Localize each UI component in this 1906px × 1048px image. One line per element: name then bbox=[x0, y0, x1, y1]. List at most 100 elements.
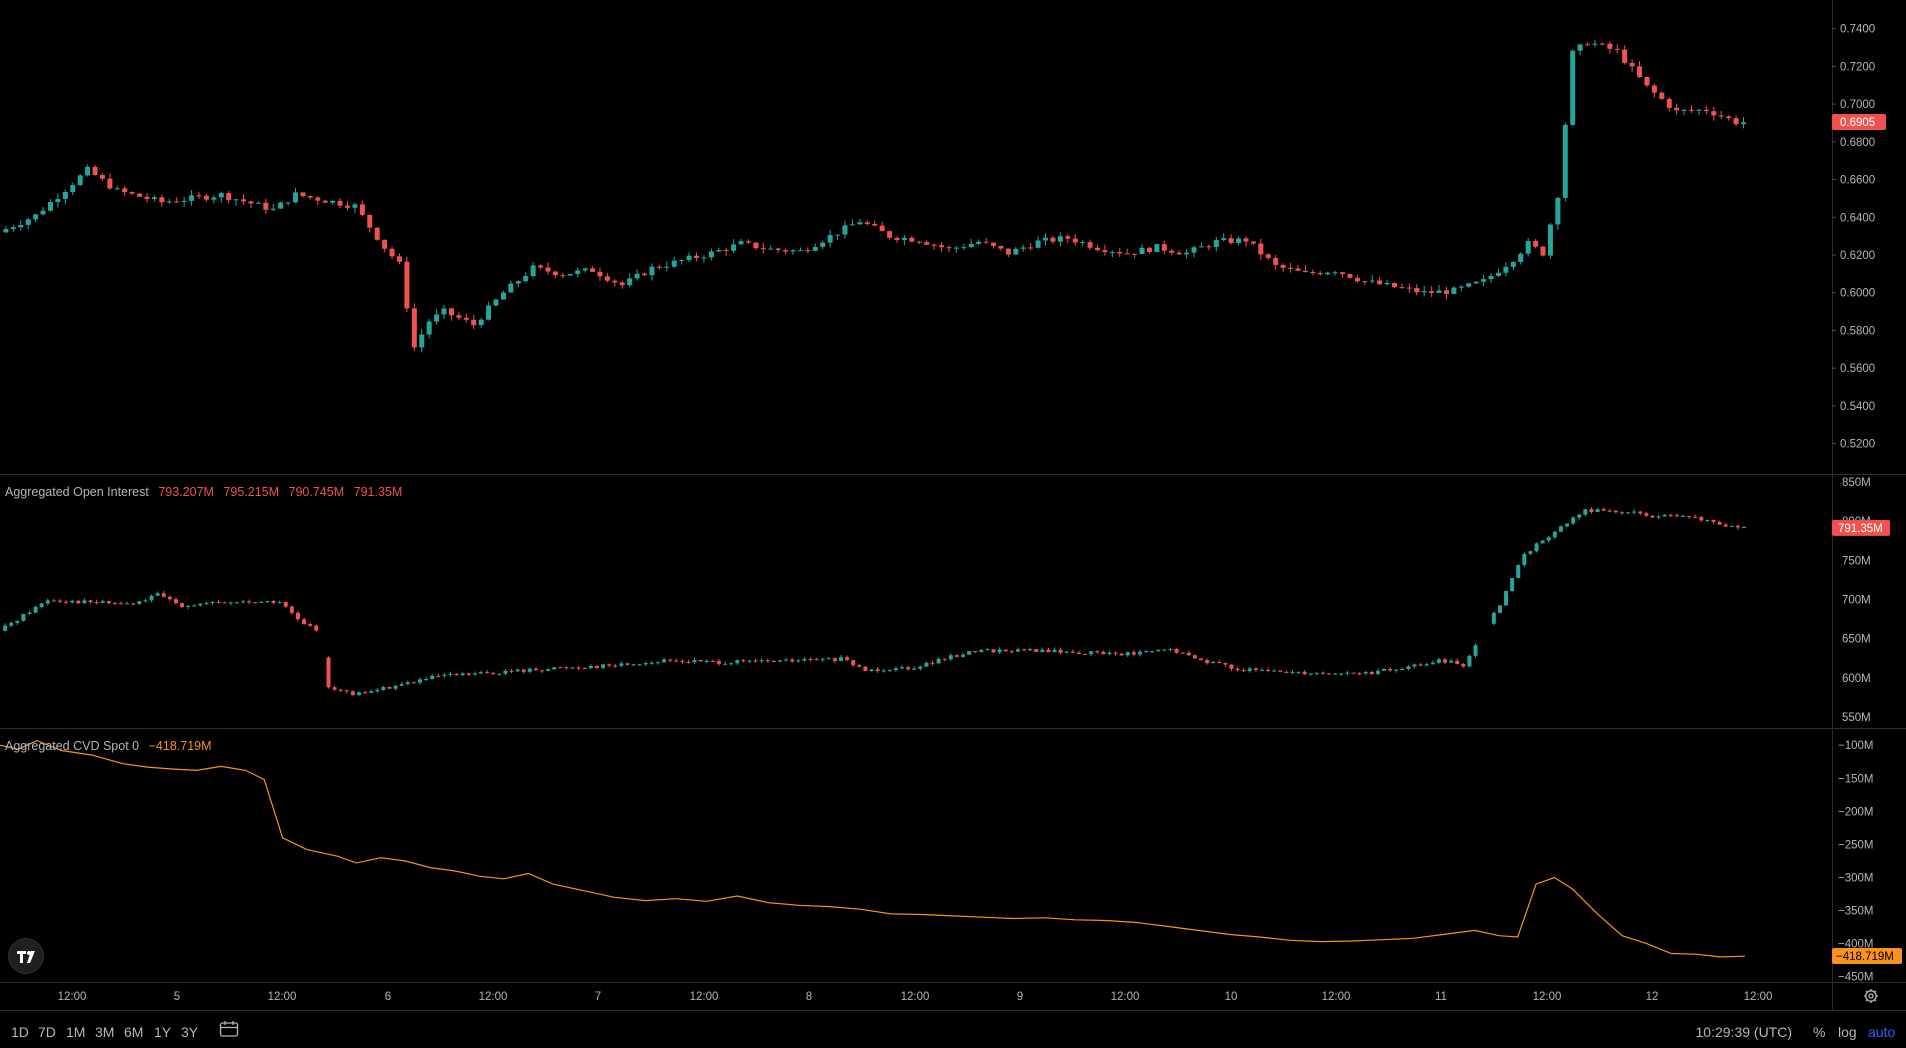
price-candle bbox=[359, 200, 365, 217]
oi-candle bbox=[1302, 670, 1307, 675]
oi-body bbox=[942, 658, 947, 660]
oi-body bbox=[1595, 509, 1600, 513]
price-candle bbox=[1689, 105, 1695, 114]
candle-body bbox=[396, 256, 402, 262]
timeframe-6m-button[interactable]: 6M bbox=[124, 1024, 144, 1040]
price-candle bbox=[1295, 265, 1301, 271]
timeframe-1y-button[interactable]: 1Y bbox=[154, 1024, 172, 1040]
oi-candle bbox=[784, 657, 789, 662]
price-candle bbox=[916, 240, 922, 245]
candle-body bbox=[1191, 247, 1197, 253]
oi-body bbox=[33, 607, 38, 613]
price-candle bbox=[270, 203, 276, 212]
cvd-tick-label: −150M bbox=[1838, 773, 1873, 785]
oi-candle bbox=[558, 666, 563, 669]
oi-candle bbox=[125, 601, 130, 605]
timeframe-1m-button[interactable]: 1M bbox=[66, 1024, 86, 1040]
timeframe-7d-button[interactable]: 7D bbox=[38, 1024, 56, 1040]
utc-clock[interactable]: 10:29:39 (UTC) bbox=[1695, 1024, 1792, 1040]
oi-body bbox=[1388, 668, 1393, 671]
candle-body bbox=[508, 283, 514, 293]
oi-body bbox=[70, 600, 75, 603]
price-candle bbox=[367, 214, 373, 233]
oi-body bbox=[1418, 664, 1423, 666]
candle-body bbox=[590, 268, 596, 272]
oi-candle bbox=[668, 659, 673, 663]
timeframe-1d-button[interactable]: 1D bbox=[11, 1024, 29, 1040]
oi-candle bbox=[936, 657, 941, 664]
candle-body bbox=[77, 175, 83, 186]
candle-body bbox=[538, 265, 544, 268]
price-tick-label: 0.5600 bbox=[1840, 363, 1875, 375]
oi-body bbox=[363, 692, 368, 694]
candle-body bbox=[300, 192, 306, 197]
oi-candle bbox=[387, 686, 392, 689]
candle-body bbox=[144, 196, 150, 199]
candle-body bbox=[1443, 290, 1449, 294]
oi-body bbox=[1040, 649, 1045, 652]
oi-candle bbox=[533, 667, 538, 671]
oi-tick-label: 750M bbox=[1842, 555, 1871, 567]
oi-candle bbox=[954, 654, 959, 658]
oi-candle bbox=[234, 601, 239, 604]
oi-body bbox=[283, 602, 288, 607]
oi-candle bbox=[222, 601, 227, 604]
oi-body bbox=[167, 596, 172, 600]
oi-body bbox=[1406, 666, 1411, 669]
oi-candle bbox=[1473, 643, 1478, 658]
candle-body bbox=[270, 208, 276, 210]
auto-scale-toggle[interactable]: auto bbox=[1868, 1024, 1896, 1040]
candle-body bbox=[835, 234, 841, 236]
oi-candle bbox=[460, 672, 465, 676]
price-candle bbox=[1169, 249, 1175, 256]
oi-candle bbox=[1729, 525, 1734, 527]
candle-body bbox=[1154, 244, 1160, 253]
log-scale-toggle[interactable]: log bbox=[1838, 1024, 1857, 1040]
price-candle bbox=[1421, 285, 1427, 297]
oi-body bbox=[765, 660, 770, 662]
goto-date-calendar-icon[interactable] bbox=[219, 1020, 239, 1038]
oi-body bbox=[515, 669, 520, 672]
oi-body bbox=[1345, 672, 1350, 674]
oi-candle bbox=[1095, 650, 1100, 654]
oi-candle bbox=[1723, 522, 1728, 528]
oi-body bbox=[753, 660, 758, 662]
tradingview-logo[interactable] bbox=[8, 938, 44, 974]
oi-body bbox=[997, 649, 1002, 653]
oi-candle bbox=[832, 657, 837, 664]
price-candle bbox=[567, 273, 573, 276]
price-candle bbox=[1332, 270, 1338, 276]
price-candle bbox=[1614, 44, 1620, 54]
settings-gear-icon[interactable] bbox=[1863, 988, 1879, 1004]
price-candle bbox=[307, 195, 313, 200]
price-candle bbox=[812, 243, 818, 252]
candle-body bbox=[1250, 241, 1256, 244]
price-candle bbox=[1340, 271, 1346, 278]
oi-body bbox=[1400, 668, 1405, 670]
candle-body bbox=[1466, 283, 1472, 287]
cvd-last-badge bbox=[1832, 948, 1902, 965]
oi-body bbox=[936, 658, 941, 664]
timeframe-3y-button[interactable]: 3Y bbox=[181, 1024, 199, 1040]
price-tick-label: 0.5200 bbox=[1840, 439, 1875, 451]
oi-candle bbox=[1369, 670, 1374, 675]
oi-body bbox=[777, 660, 782, 662]
oi-body bbox=[137, 601, 142, 604]
oi-candle bbox=[1430, 660, 1435, 665]
oi-body bbox=[1497, 605, 1502, 613]
candle-body bbox=[40, 210, 46, 215]
oi-candle bbox=[1540, 539, 1545, 544]
timeframe-3m-button[interactable]: 3M bbox=[95, 1024, 115, 1040]
oi-body bbox=[564, 667, 569, 669]
oi-candle bbox=[295, 610, 300, 622]
candle-body bbox=[523, 276, 529, 282]
candle-body bbox=[968, 243, 974, 248]
candle-body bbox=[708, 251, 714, 258]
oi-body bbox=[1589, 509, 1594, 513]
candle-body bbox=[1288, 267, 1294, 269]
percent-scale-toggle[interactable]: % bbox=[1813, 1024, 1826, 1040]
oi-body bbox=[802, 659, 807, 661]
price-candle bbox=[203, 193, 209, 202]
price-candle bbox=[1057, 232, 1063, 247]
